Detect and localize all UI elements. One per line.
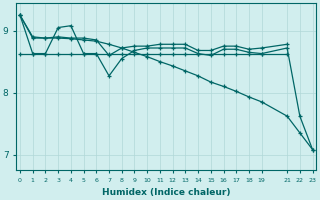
X-axis label: Humidex (Indice chaleur): Humidex (Indice chaleur) (102, 188, 230, 197)
